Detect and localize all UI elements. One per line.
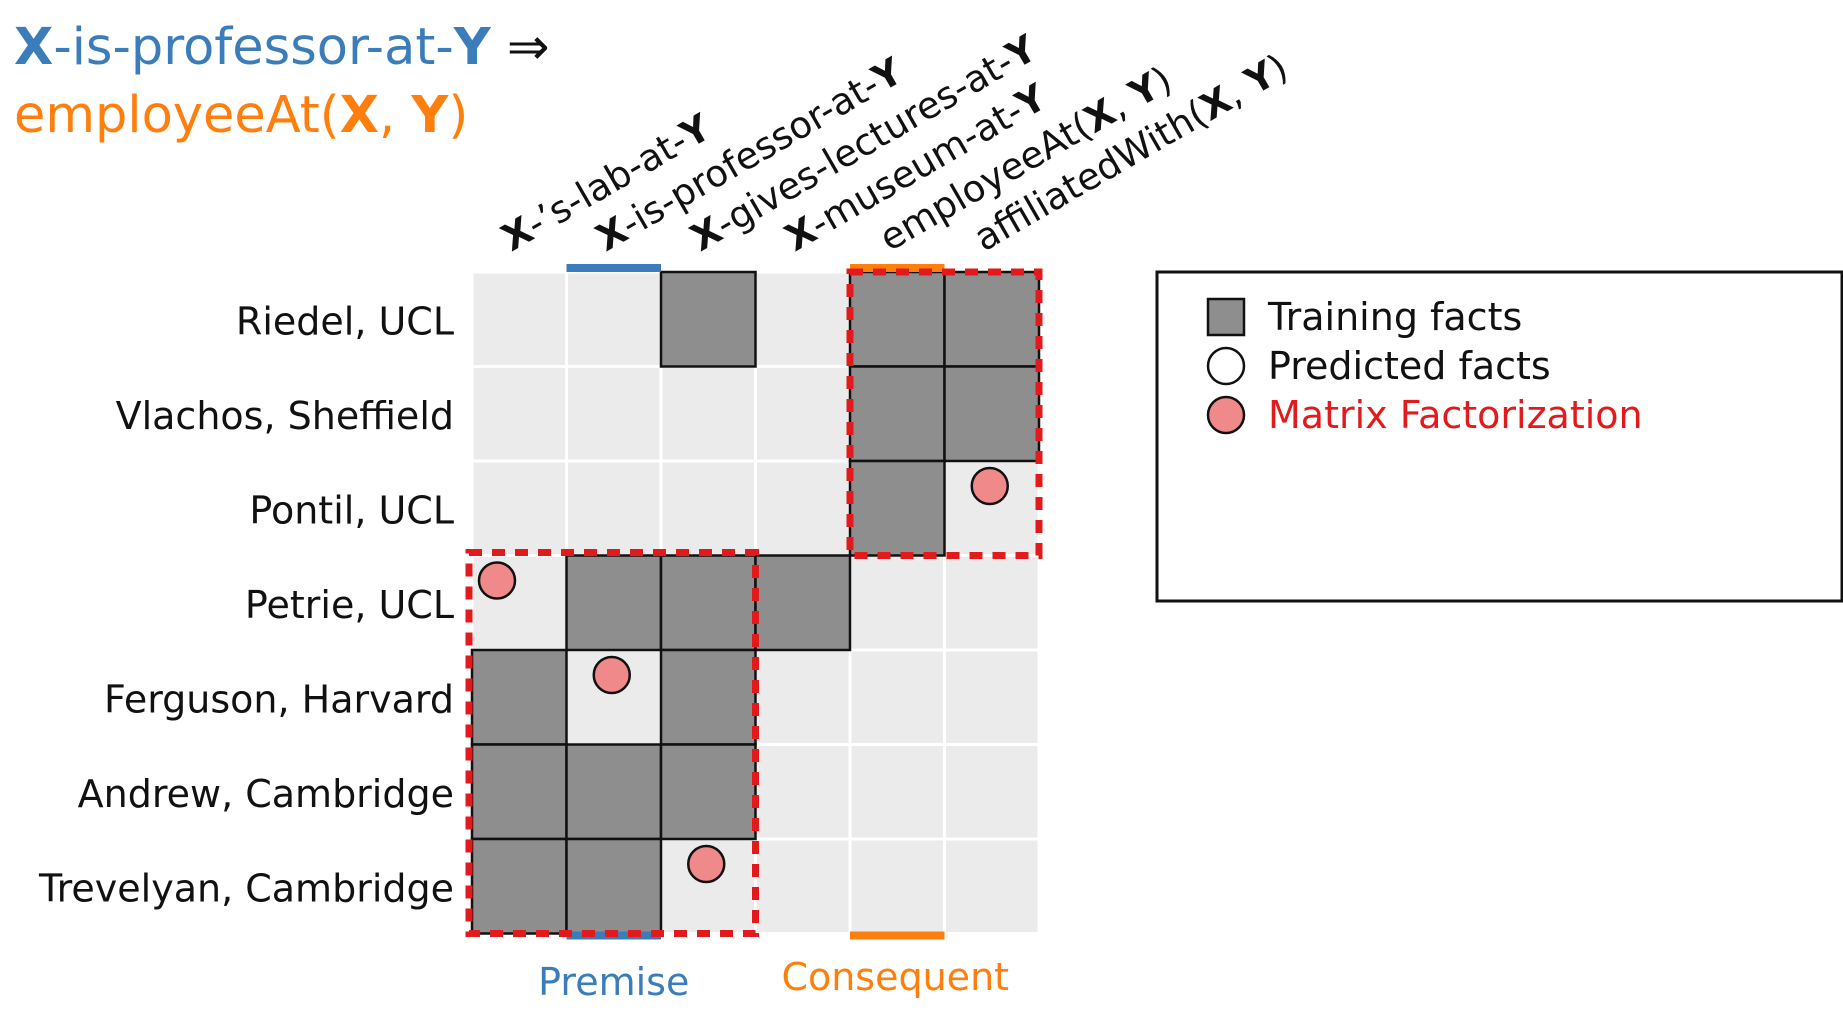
training-facts [470,270,1041,935]
legend: Training facts Predicted facts Matrix Fact… [1155,270,1843,603]
consequent-label: Consequent [781,955,1009,999]
matrix-cell [754,743,852,841]
matrix-cell [943,554,1041,652]
consequent-group-box [846,268,1043,559]
training-fact-cell [659,648,757,746]
row-label: Andrew, Cambridge [78,772,454,816]
title-token: -is-professor-at- [53,18,454,77]
matrix-cell [754,648,852,746]
matrix-cell [470,270,568,368]
premise-label: Premise [538,960,689,1004]
matrix-cell [848,554,946,652]
title-token: X [339,86,379,145]
matrix-cell [470,365,568,463]
legend-label: Matrix Factorization [1268,393,1643,437]
title-token: X [14,18,54,77]
row-label: Pontil, UCL [249,488,454,532]
consequent-column-bar-top [850,264,945,272]
matrix-cell [659,459,757,557]
row-labels: Riedel, UCL Vlachos, Sheffield Pontil, UCL… [38,299,454,910]
predicted-facts [477,466,1009,884]
training-fact-cell [659,743,757,841]
rule-title: X-is-professor-at-Y ⇒ employeeAt(X, Y) [14,14,550,150]
training-fact-cell [470,648,568,746]
title-token: Y [453,18,491,77]
predicted-fact-marker [687,844,726,884]
matrix-cell [470,459,568,557]
matrix-cell [565,270,663,368]
matrix-cell [848,837,946,935]
legend-label: Predicted facts [1268,344,1551,388]
premise-column-bar-top [566,264,661,272]
matrix-cell [848,648,946,746]
training-fact-cell [565,554,663,652]
rule-consequent-line: employeeAt(X, Y) [14,82,550,150]
row-label: Ferguson, Harvard [104,677,454,721]
legend-label: Training facts [1267,295,1522,339]
premise-group-box [465,549,759,937]
matrix-factorization-swatch [1206,395,1246,435]
training-fact-cell [659,554,757,652]
matrix-cell [754,270,852,368]
training-fact-cell [565,837,663,935]
matrix-cell [943,648,1041,746]
matrix-cell [943,743,1041,841]
training-fact-cell [943,270,1041,368]
training-fact-cell [659,270,757,368]
predicted-facts-swatch [1206,346,1246,386]
title-token: employeeAt( [14,86,340,145]
training-fact-cell [470,743,568,841]
training-facts-swatch [1206,297,1246,337]
column-labels: X-’s-lab-at-YX-is-professor-at-YX-gives-… [494,26,1295,260]
training-fact-cell [848,270,946,368]
row-label: Vlachos, Sheffield [116,394,454,438]
training-fact-cell [565,743,663,841]
training-fact-cell [470,837,568,935]
predicted-fact-marker [592,655,631,695]
row-label: Petrie, UCL [245,583,454,627]
training-fact-cell [848,365,946,463]
training-fact-cell [754,554,852,652]
row-label: Riedel, UCL [236,299,454,343]
predicted-fact-marker [477,561,517,600]
training-fact-cell [848,459,946,557]
matrix-cell [659,365,757,463]
matrix-cell [943,837,1041,935]
title-token: Y [411,86,449,145]
matrix-cell [848,743,946,841]
consequent-column-bar-bottom [850,931,945,940]
training-fact-cell [943,365,1041,463]
matrix-cell [754,365,852,463]
title-token: , [378,86,412,145]
legend-box [1155,270,1843,603]
rule-premise-line: X-is-professor-at-Y ⇒ [14,14,550,82]
predicted-fact-marker [970,466,1009,506]
matrix-cell [754,459,852,557]
matrix-cell [565,459,663,557]
row-label: Trevelyan, Cambridge [38,866,454,910]
title-token: ⇒ [490,18,550,77]
title-token: ) [448,86,469,145]
matrix-cell [754,837,852,935]
matrix-cell [565,365,663,463]
